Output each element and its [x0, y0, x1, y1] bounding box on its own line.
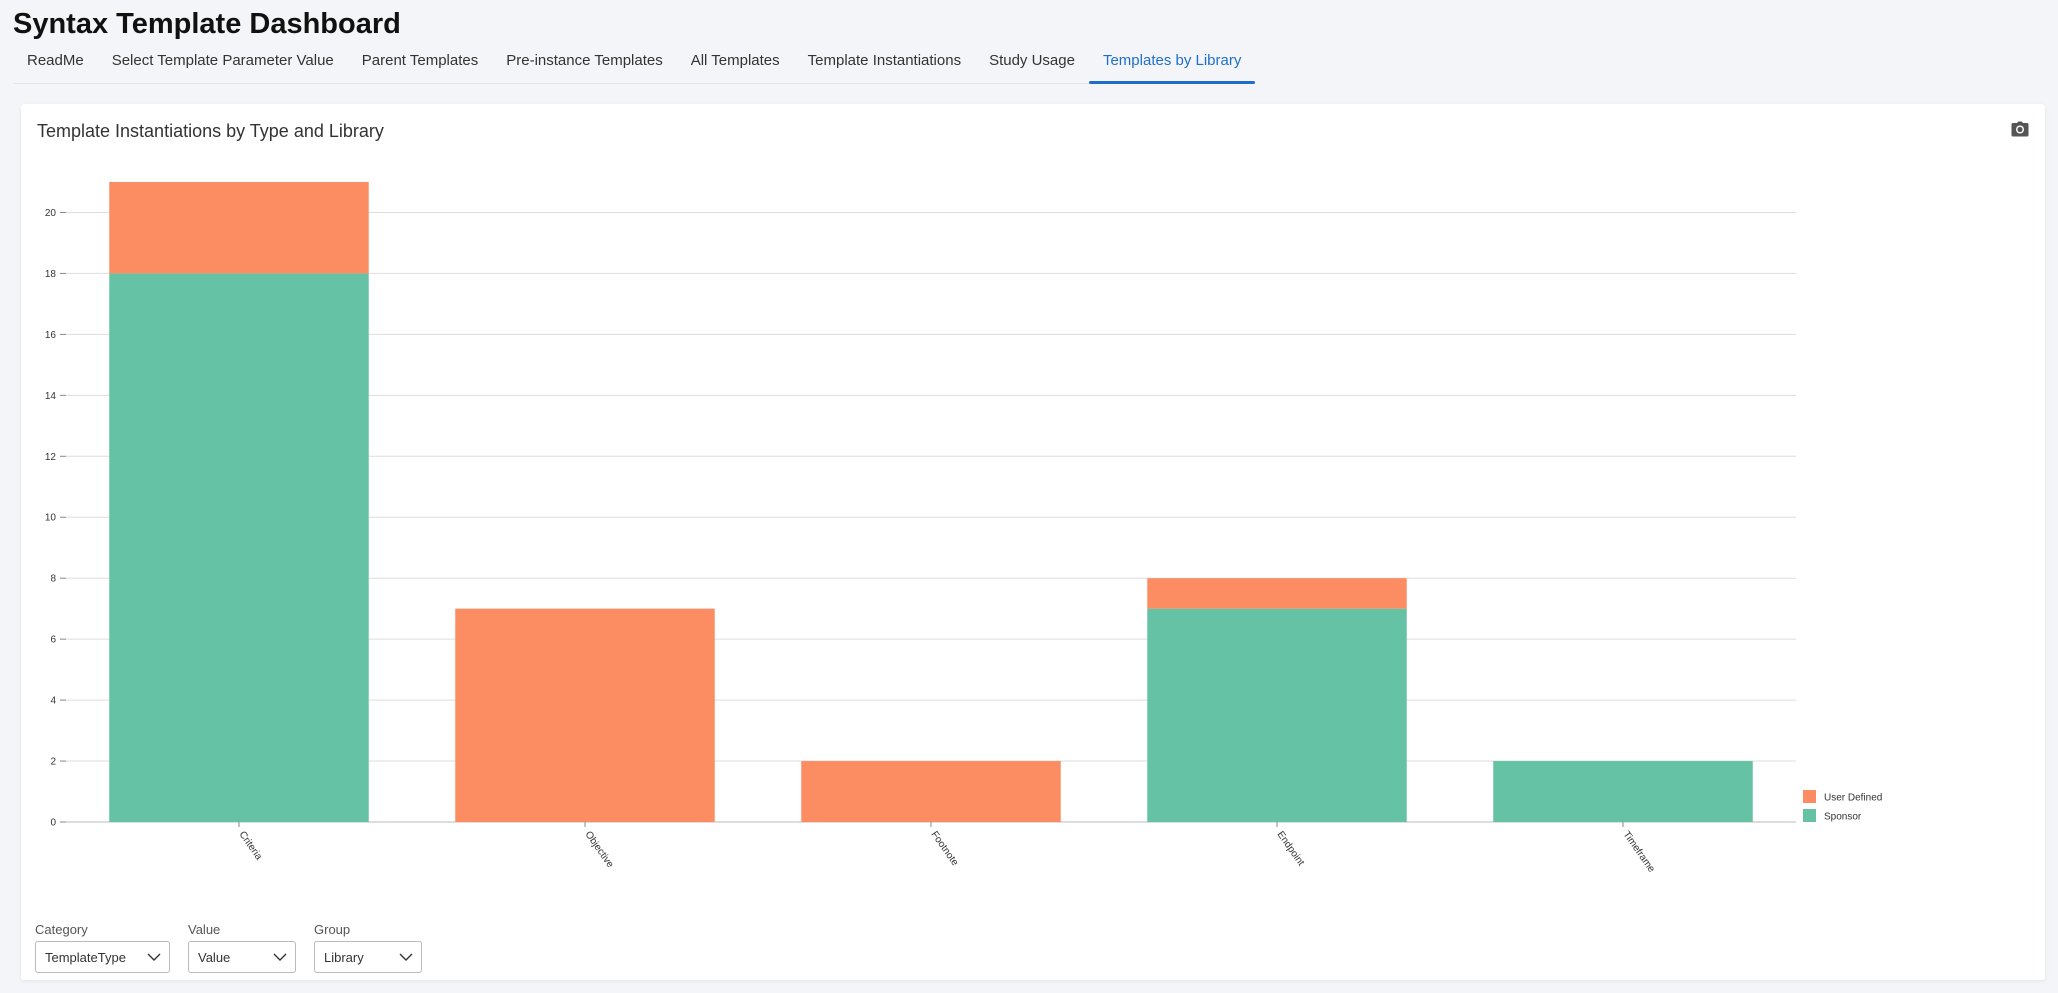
y-tick-label: 10 [45, 513, 57, 524]
legend-swatch [1803, 790, 1816, 803]
x-tick-label: Timeframe [1621, 829, 1657, 875]
tab-parent-templates[interactable]: Parent Templates [361, 52, 479, 69]
y-tick-label: 2 [50, 757, 56, 768]
y-tick-label: 14 [45, 391, 57, 402]
bar-user-defined [455, 608, 715, 822]
group-control: Group Library [314, 922, 422, 973]
y-tick-label: 20 [45, 208, 57, 219]
category-select[interactable]: TemplateType [35, 941, 170, 973]
y-tick-label: 0 [50, 818, 56, 829]
value-select-value: Value [198, 949, 231, 965]
x-tick-label: Endpoint [1275, 829, 1307, 868]
value-control: Value Value [188, 922, 296, 973]
x-tick-label: Objective [583, 829, 616, 870]
group-label: Group [314, 922, 351, 937]
page-title: Syntax Template Dashboard [13, 8, 401, 40]
bar-sponsor [1493, 761, 1753, 822]
tab-all-templates[interactable]: All Templates [690, 52, 780, 69]
tab-study-usage[interactable]: Study Usage [989, 52, 1075, 69]
bar-sponsor [109, 273, 369, 822]
legend-swatch [1803, 809, 1816, 822]
category-control: Category TemplateType [35, 922, 170, 973]
bar-user-defined [1147, 578, 1407, 609]
bar-user-defined [109, 182, 369, 274]
value-select[interactable]: Value [188, 941, 296, 973]
y-tick-label: 8 [50, 574, 56, 585]
category-label: Category [35, 922, 88, 937]
chevron-down-icon [273, 953, 287, 961]
tab-pre-instance-templates[interactable]: Pre-instance Templates [506, 52, 663, 69]
stacked-bar-chart: 0 2 4 6 8 10 12 14 16 18 20 Criteria Objective Footno… [45, 182, 1882, 875]
y-tick-label: 4 [50, 696, 56, 707]
group-select[interactable]: Library [314, 941, 422, 973]
y-tick-label: 6 [50, 635, 56, 646]
bar-sponsor [1147, 608, 1407, 822]
tab-readme[interactable]: ReadMe [27, 52, 84, 69]
y-tick-label: 12 [45, 452, 57, 463]
chevron-down-icon [399, 953, 413, 961]
chevron-down-icon [147, 953, 161, 961]
bar-user-defined [801, 761, 1061, 822]
x-tick-label: Criteria [237, 829, 265, 862]
legend-label: User Defined [1824, 793, 1882, 804]
tab-template-instantiations[interactable]: Template Instantiations [807, 52, 962, 69]
tab-select-template-parameter-value[interactable]: Select Template Parameter Value [111, 52, 334, 69]
tab-templates-by-library[interactable]: Templates by Library [1088, 44, 1256, 84]
y-tick-label: 18 [45, 269, 57, 280]
x-tick-label: Footnote [929, 829, 961, 868]
y-tick-label: 16 [45, 330, 57, 341]
category-select-value: TemplateType [45, 949, 126, 965]
value-label: Value [188, 922, 221, 937]
camera-icon[interactable] [2011, 121, 2029, 137]
tab-bar: ReadMe Select Template Parameter Value P… [13, 44, 1256, 84]
chart-controls: Category TemplateType Value Value Group … [35, 922, 422, 973]
legend-label: Sponsor [1824, 812, 1862, 823]
group-select-value: Library [324, 949, 364, 965]
chart-title: Template Instantiations by Type and Libr… [37, 121, 384, 141]
chart-card: Template Instantiations by Type and Libr… [21, 104, 2045, 980]
